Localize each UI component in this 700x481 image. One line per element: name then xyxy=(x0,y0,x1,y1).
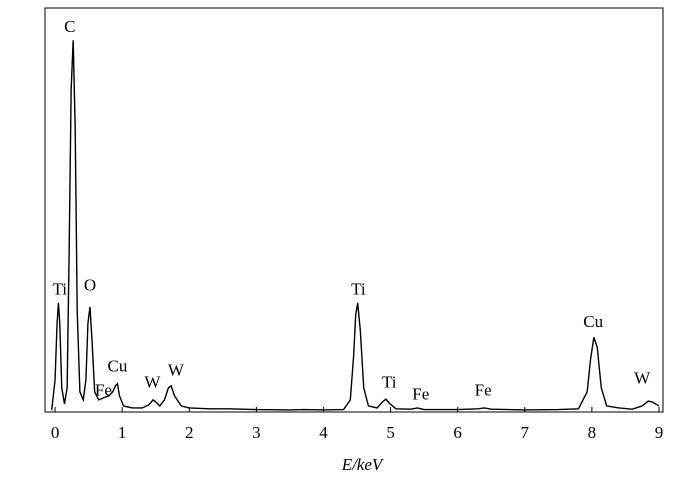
peak-label: W xyxy=(634,369,651,388)
peak-label: W xyxy=(168,361,185,380)
peak-label: Cu xyxy=(583,312,603,331)
x-tick-label: 2 xyxy=(185,423,194,442)
x-tick-label: 6 xyxy=(453,423,462,442)
x-tick-label: 3 xyxy=(252,423,261,442)
peak-label: Fe xyxy=(95,381,112,400)
peak-label: Fe xyxy=(412,385,429,404)
peak-label: W xyxy=(144,373,161,392)
peak-label: C xyxy=(64,17,75,36)
plot-frame xyxy=(44,7,664,413)
peak-label: Fe xyxy=(475,381,492,400)
x-tick-label: 7 xyxy=(521,423,530,442)
peak-label: Cu xyxy=(108,356,128,375)
x-tick-label: 5 xyxy=(386,423,395,442)
x-tick-label: 9 xyxy=(655,423,664,442)
x-axis-label: E/keV xyxy=(341,455,385,474)
peak-label: Ti xyxy=(351,280,366,299)
x-tick-label: 8 xyxy=(588,423,597,442)
x-tick-label: 4 xyxy=(319,423,328,442)
x-tick-label: 1 xyxy=(118,423,127,442)
peak-label: Ti xyxy=(382,373,397,392)
peak-label: Ti xyxy=(53,280,68,299)
peak-label: O xyxy=(84,276,96,295)
x-tick-label: 0 xyxy=(51,423,60,442)
spectrum-line xyxy=(51,40,660,411)
